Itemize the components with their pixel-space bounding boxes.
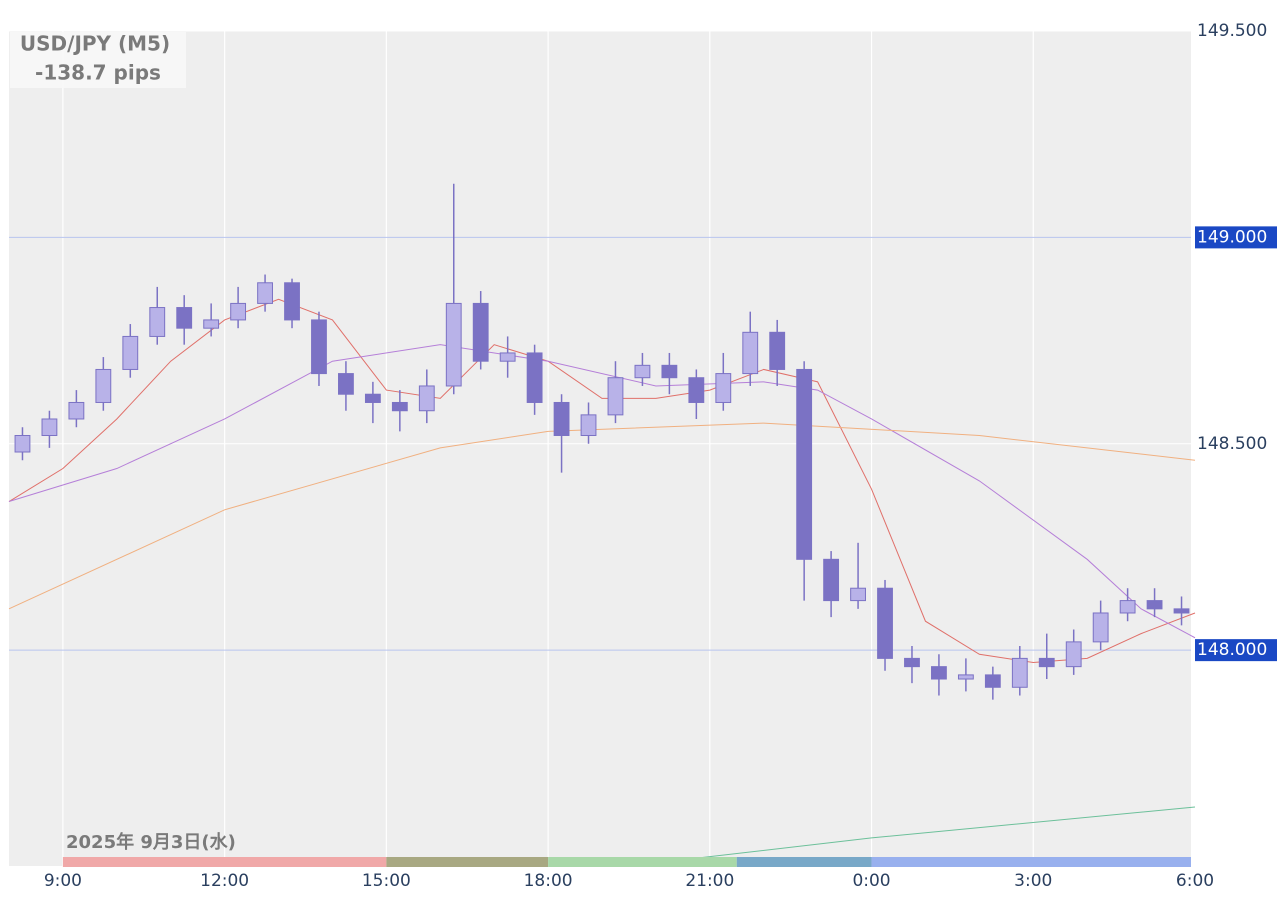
candle-body (1011, 657, 1028, 688)
session-band (871, 857, 1191, 867)
candle-body (14, 434, 31, 453)
candle-body (661, 364, 678, 379)
chart-title: USD/JPY (M5) (20, 32, 170, 56)
candle-body (311, 319, 327, 375)
candle-body (769, 331, 786, 370)
y-tick-label: 148.500 (1197, 434, 1267, 454)
candle-body (176, 307, 193, 329)
moving-average (8, 298, 1196, 664)
title-box (10, 32, 186, 88)
x-tick-label: 12:00 (200, 871, 249, 891)
candle-body (472, 302, 489, 362)
candle-body (149, 307, 166, 337)
candle-body (230, 302, 247, 321)
candle-body (364, 393, 381, 403)
candle-body (607, 377, 624, 416)
y-tick-label: 149.000 (1197, 227, 1267, 247)
candle-body (1119, 600, 1136, 614)
candle-body (553, 401, 570, 436)
moving-average (628, 806, 1196, 867)
candle-body (338, 373, 354, 395)
candle-body (634, 364, 651, 379)
candle-body (796, 368, 813, 560)
candle-body (742, 331, 759, 375)
candle-body (850, 587, 866, 602)
plot-area (9, 31, 1191, 866)
candle-body (68, 401, 85, 420)
candle-body (203, 319, 220, 329)
candle-body (95, 368, 112, 403)
session-band (62, 857, 387, 867)
x-tick-label: 9:00 (44, 871, 82, 891)
date-label: 2025年 9月3日(水) (66, 831, 236, 853)
candle-body (499, 352, 516, 362)
x-tick-label: 6:00 (1176, 871, 1214, 891)
y-tick-label: 149.500 (1197, 21, 1267, 41)
candle-body (391, 401, 408, 412)
candle-body (1065, 641, 1082, 668)
candle-body (715, 373, 732, 403)
x-tick-label: 3:00 (1014, 871, 1052, 891)
candle-body (1173, 608, 1190, 614)
candle-body (418, 385, 435, 412)
candle-body (1038, 657, 1055, 668)
candle-body (688, 377, 705, 403)
candle-body (284, 282, 300, 321)
candle-body (257, 282, 273, 304)
x-tick-label: 18:00 (524, 871, 573, 891)
candle-body (122, 335, 139, 370)
y-tick-highlight (1195, 639, 1277, 662)
candle-body (984, 674, 1001, 688)
candle-body (931, 666, 947, 680)
session-band (548, 857, 737, 867)
candle-body (877, 587, 893, 659)
candle-body (41, 418, 58, 436)
moving-average (8, 344, 1196, 639)
candle-body (580, 414, 597, 436)
moving-average (8, 422, 1196, 610)
session-band (386, 857, 549, 867)
candle-body (957, 674, 974, 680)
y-tick-label: 148.000 (1197, 640, 1267, 660)
x-tick-label: 15:00 (362, 871, 411, 891)
candle-body (904, 657, 920, 668)
x-tick-label: 0:00 (852, 871, 890, 891)
candle-body (1092, 612, 1109, 643)
chart-subtitle: -138.7 pips (35, 61, 161, 85)
y-tick-highlight (1195, 226, 1277, 249)
candle-body (1146, 600, 1163, 610)
candle-body (823, 558, 840, 602)
session-band (736, 857, 872, 867)
candle-body (526, 352, 543, 403)
candle-body (445, 302, 462, 387)
x-tick-label: 21:00 (685, 871, 734, 891)
